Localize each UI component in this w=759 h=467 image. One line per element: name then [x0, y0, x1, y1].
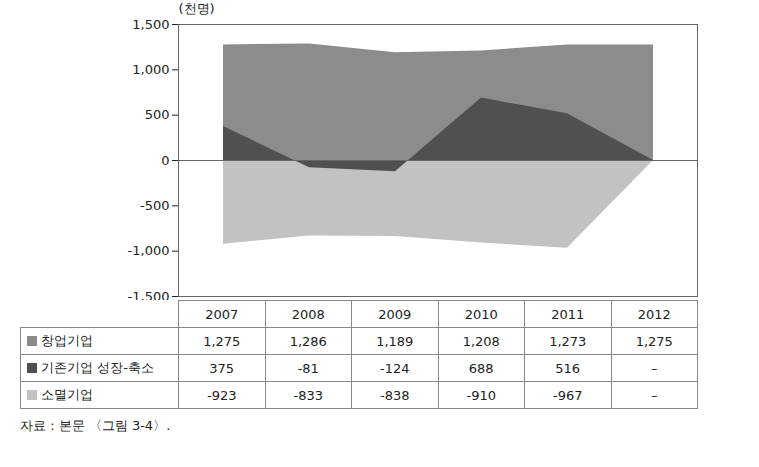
- html-text:516: 516: [555, 360, 581, 376]
- svg-text:500: 500: [145, 107, 170, 122]
- html-text:-910: -910: [466, 387, 496, 403]
- html-text:소멸기업: 소멸기업: [41, 387, 93, 402]
- html-text:자료 : 본문 〈그림 3-4〉.: 자료 : 본문 〈그림 3-4〉.: [20, 418, 171, 433]
- html-text:-833: -833: [293, 387, 323, 403]
- html-text:2012: 2012: [637, 306, 671, 322]
- svg-text:(천명): (천명): [179, 1, 215, 16]
- html-text:2011: 2011: [551, 306, 585, 322]
- svg-text:-500: -500: [140, 198, 170, 213]
- html-text:1,208: 1,208: [462, 333, 500, 349]
- html-text:-838: -838: [380, 387, 410, 403]
- html-text:2010: 2010: [464, 306, 498, 322]
- html-text:창업기업: 창업기업: [41, 333, 93, 348]
- html-text:-967: -967: [553, 387, 583, 403]
- html-text:-81: -81: [297, 360, 319, 376]
- html-text:1,275: 1,275: [635, 333, 673, 349]
- html-text:-124: -124: [380, 360, 410, 376]
- html-text:2008: 2008: [291, 306, 325, 322]
- html-text:2009: 2009: [378, 306, 412, 322]
- html-text:375: 375: [209, 360, 235, 376]
- html-text:1,273: 1,273: [549, 333, 587, 349]
- html-text:2007: 2007: [205, 306, 239, 322]
- html-text:-923: -923: [207, 387, 237, 403]
- html-text:기존기업 성장-축소: 기존기업 성장-축소: [41, 360, 154, 375]
- svg-text:0: 0: [161, 153, 169, 168]
- svg-text:-1,000: -1,000: [128, 243, 170, 258]
- html-text:688: 688: [468, 360, 494, 376]
- html-text:1,275: 1,275: [203, 333, 241, 349]
- svg-text:1,000: 1,000: [132, 62, 169, 77]
- html-text:1,286: 1,286: [289, 333, 327, 349]
- svg-text:-1,500: -1,500: [128, 289, 170, 300]
- html-text:1,189: 1,189: [376, 333, 414, 349]
- svg-text:1,500: 1,500: [132, 17, 169, 32]
